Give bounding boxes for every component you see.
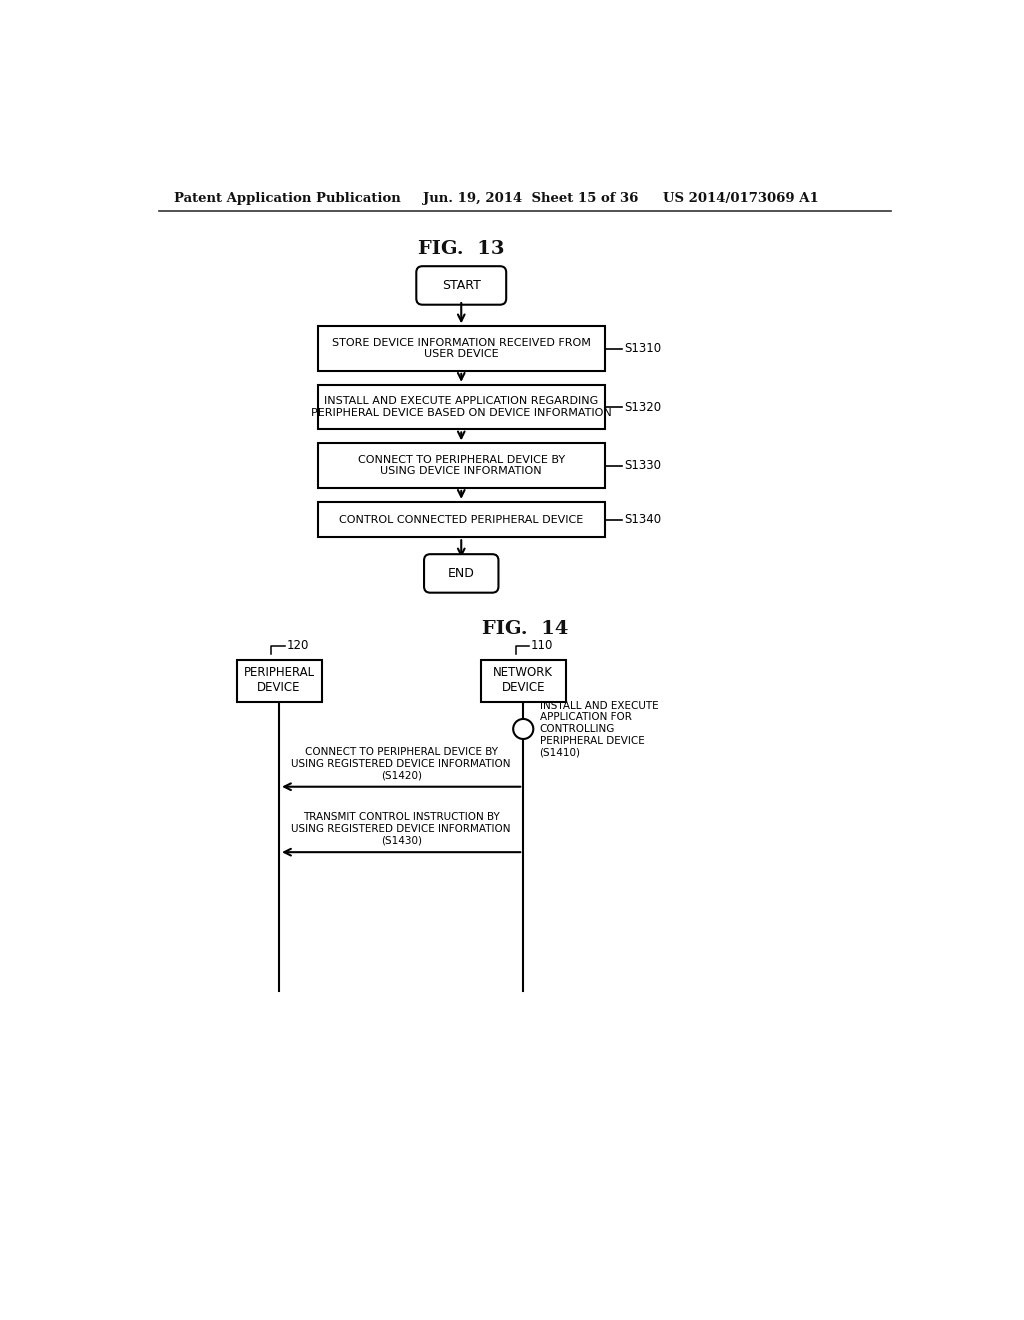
FancyBboxPatch shape xyxy=(417,267,506,305)
Text: FIG.  13: FIG. 13 xyxy=(418,240,505,259)
Text: INSTALL AND EXECUTE APPLICATION REGARDING
PERIPHERAL DEVICE BASED ON DEVICE INFO: INSTALL AND EXECUTE APPLICATION REGARDIN… xyxy=(311,396,611,418)
FancyBboxPatch shape xyxy=(317,444,604,488)
Text: CONNECT TO PERIPHERAL DEVICE BY
USING REGISTERED DEVICE INFORMATION
(S1420): CONNECT TO PERIPHERAL DEVICE BY USING RE… xyxy=(292,747,511,780)
Text: 110: 110 xyxy=(531,639,553,652)
FancyBboxPatch shape xyxy=(317,326,604,371)
FancyBboxPatch shape xyxy=(317,385,604,429)
Text: Patent Application Publication: Patent Application Publication xyxy=(174,191,401,205)
Text: S1310: S1310 xyxy=(624,342,662,355)
Text: S1330: S1330 xyxy=(624,459,662,473)
Text: START: START xyxy=(441,279,480,292)
FancyBboxPatch shape xyxy=(480,660,566,702)
FancyBboxPatch shape xyxy=(317,502,604,537)
FancyBboxPatch shape xyxy=(237,660,322,702)
FancyBboxPatch shape xyxy=(424,554,499,593)
Text: 120: 120 xyxy=(287,639,309,652)
Text: NETWORK
DEVICE: NETWORK DEVICE xyxy=(494,667,553,694)
Text: S1340: S1340 xyxy=(624,513,662,527)
Text: INSTALL AND EXECUTE
APPLICATION FOR
CONTROLLING
PERIPHERAL DEVICE
(S1410): INSTALL AND EXECUTE APPLICATION FOR CONT… xyxy=(540,701,658,758)
Text: FIG.  14: FIG. 14 xyxy=(481,620,568,638)
Text: STORE DEVICE INFORMATION RECEIVED FROM
USER DEVICE: STORE DEVICE INFORMATION RECEIVED FROM U… xyxy=(332,338,591,359)
Text: Jun. 19, 2014  Sheet 15 of 36: Jun. 19, 2014 Sheet 15 of 36 xyxy=(423,191,638,205)
Text: CONTROL CONNECTED PERIPHERAL DEVICE: CONTROL CONNECTED PERIPHERAL DEVICE xyxy=(339,515,584,524)
Text: END: END xyxy=(447,566,475,579)
Circle shape xyxy=(513,719,534,739)
Text: CONNECT TO PERIPHERAL DEVICE BY
USING DEVICE INFORMATION: CONNECT TO PERIPHERAL DEVICE BY USING DE… xyxy=(357,455,565,477)
Text: S1320: S1320 xyxy=(624,400,662,413)
Text: TRANSMIT CONTROL INSTRUCTION BY
USING REGISTERED DEVICE INFORMATION
(S1430): TRANSMIT CONTROL INSTRUCTION BY USING RE… xyxy=(292,813,511,846)
Text: PERIPHERAL
DEVICE: PERIPHERAL DEVICE xyxy=(244,667,314,694)
Text: US 2014/0173069 A1: US 2014/0173069 A1 xyxy=(663,191,818,205)
